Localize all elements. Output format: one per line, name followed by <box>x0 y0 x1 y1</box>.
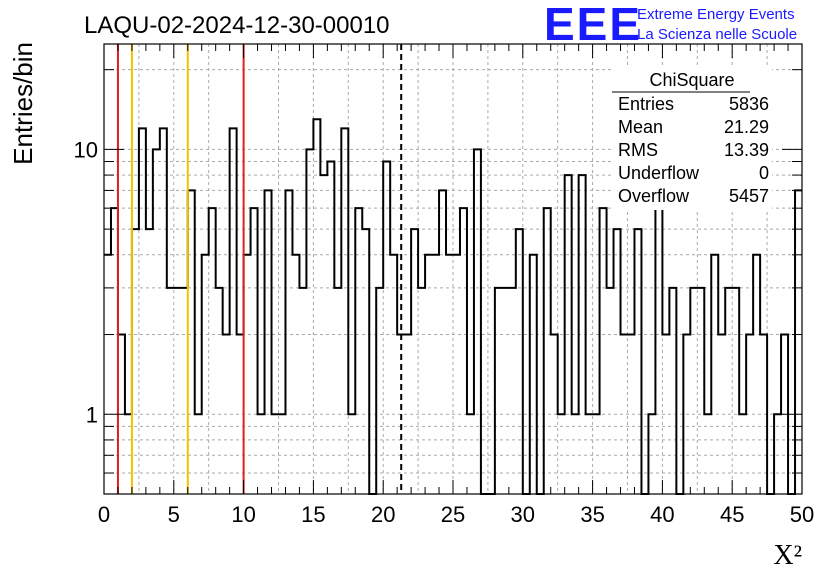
stats-label-underflow: Underflow <box>618 163 700 183</box>
x-tick-label: 35 <box>580 502 604 527</box>
x-tick-label: 0 <box>98 502 110 527</box>
axes: 0 5 10 15 20 25 30 35 40 45 50 1 10 <box>74 43 814 527</box>
org-name-line1: Extreme Energy Events <box>637 6 795 23</box>
stats-box-title: ChiSquare <box>649 70 734 90</box>
stats-box: ChiSquare Entries 5836 Mean 21.29 RMS 13… <box>612 66 772 210</box>
stats-label-overflow: Overflow <box>618 186 690 206</box>
stats-value-underflow: 0 <box>759 163 769 183</box>
x-tick-label: 20 <box>371 502 395 527</box>
histogram-outline <box>104 118 802 495</box>
x-axis-title: X² <box>773 540 802 571</box>
x-tick-label: 15 <box>301 502 325 527</box>
stats-box-background <box>612 66 772 210</box>
stats-value-entries: 5836 <box>729 94 769 114</box>
x-tick-label: 30 <box>511 502 535 527</box>
stats-label-rms: RMS <box>618 140 658 160</box>
stats-value-overflow: 5457 <box>729 186 769 206</box>
y-tick-label: 10 <box>74 137 98 162</box>
histogram-layer <box>104 118 802 495</box>
stats-value-mean: 21.29 <box>724 117 769 137</box>
x-tick-label: 45 <box>720 502 744 527</box>
x-tick-label: 50 <box>790 502 814 527</box>
x-tick-label: 10 <box>231 502 255 527</box>
x-tick-label: 40 <box>650 502 674 527</box>
stats-label-mean: Mean <box>618 117 663 137</box>
cut-lines <box>116 44 403 494</box>
run-title: LAQU-02-2024-12-30-00010 <box>84 12 390 39</box>
eee-logo: EEE <box>544 0 642 50</box>
stats-label-entries: Entries <box>618 94 674 114</box>
x-tick-label: 5 <box>168 502 180 527</box>
stats-value-rms: 13.39 <box>724 140 769 160</box>
y-tick-label: 1 <box>86 402 98 427</box>
org-name-line2: La Scienza nelle Scuole <box>637 26 797 43</box>
x-tick-label: 25 <box>441 502 465 527</box>
y-axis-title: Entries/bin <box>8 42 38 165</box>
